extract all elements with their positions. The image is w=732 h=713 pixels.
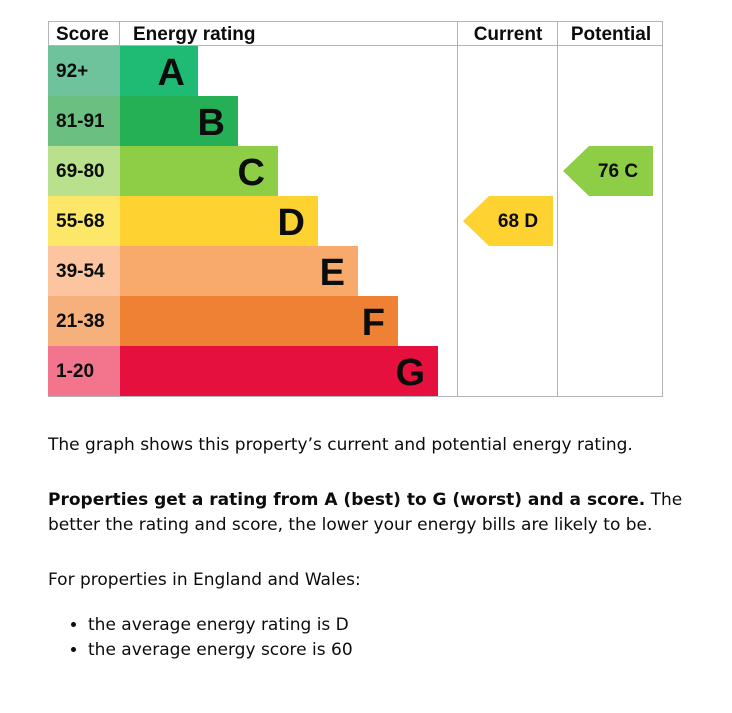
rating-letter-b: B bbox=[198, 102, 225, 144]
potential-rating-label: 76 C bbox=[598, 161, 638, 182]
score-range-g: 1-20 bbox=[56, 361, 94, 382]
rating-info-paragraph: Properties get a rating from A (best) to… bbox=[48, 488, 688, 538]
header-current: Current bbox=[474, 24, 543, 45]
rating-bar-b bbox=[120, 96, 238, 146]
score-cell-g bbox=[48, 346, 120, 396]
header-energy-rating: Energy rating bbox=[133, 24, 255, 45]
list-item: the average energy rating is D bbox=[88, 613, 353, 638]
potential-rating-arrow bbox=[563, 146, 653, 196]
rating-bar-d bbox=[120, 196, 318, 246]
rating-info-text: Properties get a rating from A (best) to… bbox=[48, 488, 688, 538]
current-rating-arrow bbox=[463, 196, 553, 246]
intro-paragraph: The graph shows this property’s current … bbox=[48, 435, 633, 455]
score-cell-a bbox=[48, 46, 120, 96]
rating-bar-e bbox=[120, 246, 358, 296]
score-cell-b bbox=[48, 96, 120, 146]
score-range-e: 39-54 bbox=[56, 261, 105, 282]
rating-arrows: 68 D 76 C bbox=[463, 146, 653, 246]
chart-headers: Score Energy rating Current Potential bbox=[56, 24, 651, 45]
intro-text: The graph shows this property’s current … bbox=[48, 433, 688, 458]
score-range-f: 21-38 bbox=[56, 311, 105, 332]
rating-letter-g: G bbox=[395, 352, 425, 394]
rating-info-bold: Properties get a rating from A (best) to… bbox=[48, 490, 646, 510]
score-cell-e bbox=[48, 246, 120, 296]
score-range-c: 69-80 bbox=[56, 161, 105, 182]
rating-letter-c: C bbox=[238, 152, 265, 194]
list-item: the average energy score is 60 bbox=[88, 638, 353, 663]
score-cell-d bbox=[48, 196, 120, 246]
score-range-d: 55-68 bbox=[56, 211, 105, 232]
score-range-b: 81-91 bbox=[56, 111, 105, 132]
rating-bands: 92+ A 81-91 B 69-80 C 55-68 D 39-54 E 21-38 F 1-20 G bbox=[48, 46, 438, 396]
rating-letter-a: A bbox=[158, 52, 185, 94]
rating-bar-c bbox=[120, 146, 278, 196]
average-heading-text: For properties in England and Wales: bbox=[48, 570, 361, 590]
energy-rating-chart: Score Energy rating Current Potential 92… bbox=[48, 21, 663, 397]
rating-letter-f: F bbox=[362, 302, 385, 344]
header-score: Score bbox=[56, 24, 109, 45]
average-list: the average energy rating is D the avera… bbox=[48, 613, 353, 663]
rating-bar-g bbox=[120, 346, 438, 396]
score-cell-c bbox=[48, 146, 120, 196]
rating-bar-a bbox=[120, 46, 198, 96]
rating-bar-f bbox=[120, 296, 398, 346]
header-potential: Potential bbox=[571, 24, 651, 45]
rating-letter-d: D bbox=[278, 202, 305, 244]
score-cell-f bbox=[48, 296, 120, 346]
rating-info-rest: The better the rating and score, the low… bbox=[48, 490, 683, 535]
average-heading: For properties in England and Wales: bbox=[48, 568, 688, 593]
score-range-a: 92+ bbox=[56, 61, 88, 82]
rating-letter-e: E bbox=[320, 252, 345, 294]
current-rating-label: 68 D bbox=[498, 211, 538, 232]
